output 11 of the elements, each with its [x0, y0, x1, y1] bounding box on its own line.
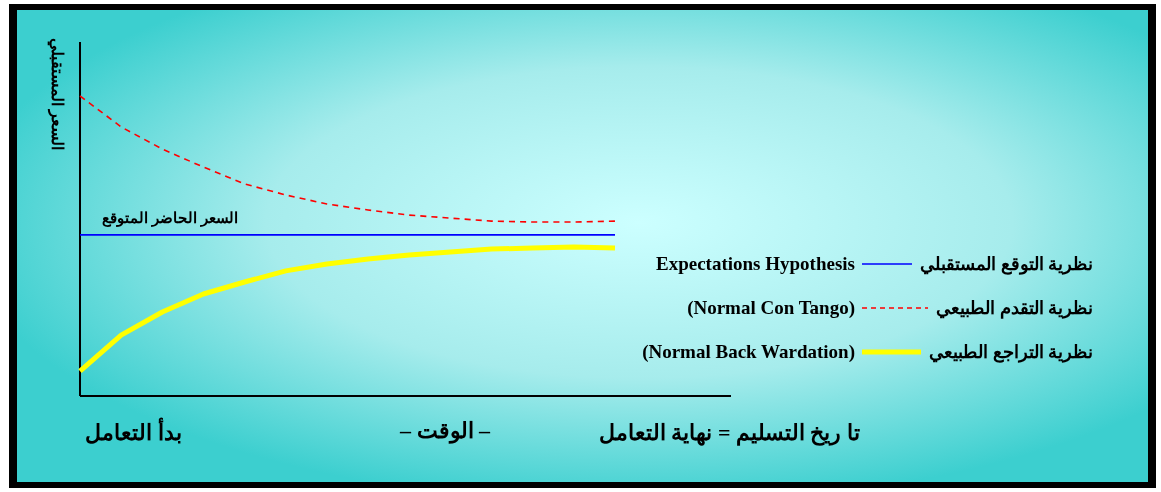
x-axis-title: – الوقت – [399, 418, 491, 444]
legend-label: نظرية التراجع الطبيعي [929, 342, 1093, 363]
text: Expectations Hypothesis [656, 253, 855, 274]
text: تا ريخ التسليم = نهاية التعامل [598, 420, 860, 446]
text: (Normal Back Wardation) [642, 341, 855, 363]
legend-label: نظرية التقدم الطبيعي [936, 298, 1093, 319]
y-axis-title: السعر المستقبلي [47, 38, 66, 150]
text: (Normal Con Tango) [687, 297, 855, 319]
legend-label: نظرية التوقع المستقبلي [920, 254, 1093, 275]
text: بدأ التعامل [85, 417, 182, 445]
annotation: السعر الحاضر المتوقع [102, 209, 238, 227]
